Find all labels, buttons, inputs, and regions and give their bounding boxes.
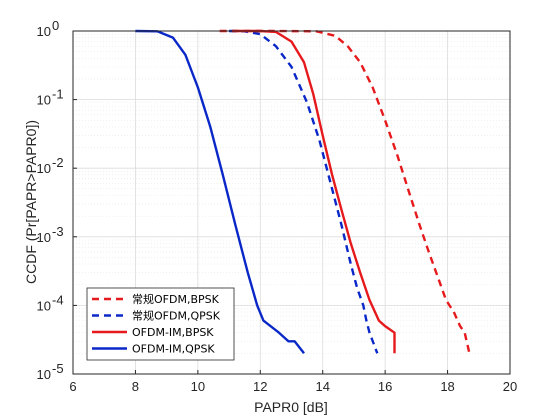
minor-grid — [73, 33, 510, 354]
legend-label: OFDM-IM,BPSK — [132, 326, 214, 339]
x-tick-label: 8 — [132, 379, 139, 394]
y-tick-exponent: 0 — [52, 18, 59, 33]
y-tick-exponent: -4 — [52, 292, 64, 307]
y-tick-label: 10 — [37, 367, 51, 382]
x-tick-label: 14 — [315, 379, 329, 394]
legend: 常规OFDM,BPSK 常规OFDM,QPSK OFDM-IM,BPSK OFDM-I… — [86, 287, 235, 361]
legend-label: 常规OFDM,QPSK — [132, 309, 221, 323]
x-axis-ticks: 6 8 10 12 14 16 18 20 — [69, 370, 517, 394]
series-line-ofdm-im-bpsk — [232, 29, 396, 354]
x-tick-label: 10 — [191, 379, 205, 394]
series-layer — [135, 29, 471, 355]
y-tick-label: 10 — [37, 24, 51, 39]
y-tick-label: 10 — [37, 230, 51, 245]
x-tick-label: 18 — [440, 379, 454, 394]
x-tick-label: 20 — [503, 379, 517, 394]
y-tick-exponent: -2 — [52, 155, 64, 170]
y-tick-label: 10 — [37, 161, 51, 176]
y-tick-exponent: -1 — [52, 87, 64, 102]
legend-label: OFDM-IM,QPSK — [132, 343, 215, 356]
x-tick-label: 6 — [69, 379, 76, 394]
x-axis-label: PAPR0 [dB] — [254, 399, 328, 415]
series-line-ofdm-im-qpsk — [135, 29, 305, 355]
legend-label: 常规OFDM,BPSK — [132, 292, 220, 306]
y-tick-label: 10 — [37, 298, 51, 313]
plot-frame — [72, 30, 511, 375]
series-line-ofdm-qpsk — [229, 29, 379, 354]
y-tick-exponent: -3 — [52, 224, 64, 239]
x-tick-label: 16 — [378, 379, 392, 394]
y-axis-label: CCDF (Pr[PAPR>PAPR0]) — [23, 120, 39, 284]
y-tick-exponent: -5 — [52, 361, 64, 376]
x-tick-label: 12 — [253, 379, 267, 394]
series-line-ofdm-bpsk — [219, 29, 471, 354]
y-tick-label: 10 — [37, 93, 51, 108]
